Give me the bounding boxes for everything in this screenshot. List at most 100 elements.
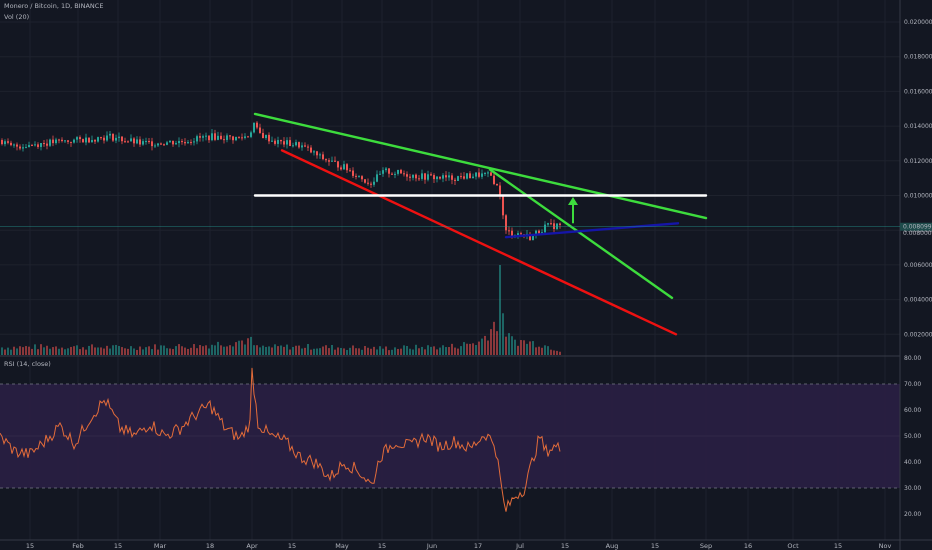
volume-bar: [22, 347, 24, 355]
candle-body: [13, 144, 15, 146]
volume-bar: [184, 347, 186, 355]
volume-bar: [148, 346, 150, 355]
candle-body: [85, 137, 87, 143]
date-tick-label: 18: [206, 542, 214, 550]
volume-bar: [418, 348, 420, 355]
volume-legend[interactable]: Vol (20): [4, 13, 30, 21]
volume-bar: [328, 348, 330, 355]
volume-bar: [535, 347, 537, 355]
candle-body: [421, 173, 423, 179]
candle-body: [175, 143, 177, 145]
volume-bar: [145, 347, 147, 355]
rsi-legend[interactable]: RSI (14, close): [4, 360, 51, 368]
candle-body: [52, 139, 54, 144]
volume-bar: [244, 344, 246, 355]
volume-bar: [427, 345, 429, 355]
price-candles: [1, 121, 561, 241]
volume-bar: [19, 346, 21, 355]
date-tick-label: 15: [378, 542, 386, 550]
candle-body: [160, 143, 162, 145]
date-tick-label: Apr: [246, 542, 258, 550]
volume-bar: [442, 345, 444, 355]
date-tick-label: 15: [651, 542, 659, 550]
date-tick-label: Mar: [154, 542, 167, 550]
volume-bar: [301, 348, 303, 355]
red-channel-line[interactable]: [280, 149, 678, 336]
candle-body: [4, 141, 6, 145]
volume-bar: [82, 347, 84, 355]
volume-bar: [406, 345, 408, 355]
candle-body: [136, 139, 138, 144]
candle-body: [40, 143, 42, 147]
volume-bar: [451, 343, 453, 355]
candle-body: [16, 144, 18, 147]
volume-bar: [364, 346, 366, 355]
volume-bar: [436, 349, 438, 355]
volume-bar: [400, 348, 402, 355]
volume-bar: [127, 348, 129, 355]
candle-body: [34, 144, 36, 146]
volume-bar: [475, 345, 477, 355]
volume-bar: [487, 340, 489, 355]
candle-body: [427, 174, 429, 180]
volume-bar: [265, 346, 267, 355]
candle-body: [313, 151, 315, 153]
candle-body: [148, 141, 150, 143]
candle-body: [151, 141, 153, 147]
volume-bar: [382, 348, 384, 355]
blue-support-line[interactable]: [504, 222, 680, 239]
volume-bar: [424, 349, 426, 355]
candle-body: [172, 140, 174, 145]
price-axis-panel: [900, 0, 932, 550]
candle-body: [73, 139, 75, 143]
volume-bar: [214, 345, 216, 355]
volume-bar: [163, 345, 165, 355]
candle-body: [346, 164, 348, 171]
candle-body: [130, 138, 132, 142]
candle-body: [337, 161, 339, 168]
volume-bar: [391, 349, 393, 355]
volume-bar: [523, 340, 525, 355]
green-lower-trendline[interactable]: [488, 168, 674, 300]
volume-bar: [463, 342, 465, 355]
volume-bar: [385, 346, 387, 355]
volume-bar: [187, 348, 189, 355]
candle-body: [139, 139, 141, 145]
candle-body: [400, 169, 402, 174]
candle-body: [238, 136, 240, 138]
candle-body: [121, 136, 123, 142]
symbol-legend[interactable]: Monero / Bitcoin, 1D, BINANCE: [4, 2, 104, 10]
volume-bar: [349, 347, 351, 355]
rsi-line: [0, 367, 561, 512]
volume-bar: [337, 347, 339, 355]
candle-body: [67, 140, 69, 142]
candle-body: [307, 146, 309, 148]
candle-body: [31, 145, 33, 147]
candle-body: [304, 145, 306, 147]
candle-body: [106, 135, 108, 141]
volume-bar: [370, 348, 372, 355]
volume-bar: [514, 339, 516, 355]
candle-body: [187, 142, 189, 144]
volume-bar: [454, 347, 456, 355]
volume-bar: [97, 347, 99, 355]
candle-body: [319, 154, 321, 156]
green-upper-trendline[interactable]: [253, 112, 708, 220]
candle-body: [253, 122, 255, 133]
candle-body: [169, 140, 171, 143]
volume-bar: [73, 346, 75, 355]
volume-bar: [340, 347, 342, 355]
candle-body: [88, 137, 90, 143]
trendlines[interactable]: [253, 112, 708, 336]
volume-bar: [472, 343, 474, 355]
volume-bar: [304, 347, 306, 355]
candle-body: [310, 147, 312, 153]
rsi-tick-label: 80.00: [904, 355, 921, 362]
price-tick-label: 0.018000: [904, 54, 932, 61]
current-price-badge: [900, 222, 932, 231]
price-tick-label: 0.004000: [904, 297, 932, 304]
volume-bar: [115, 344, 117, 355]
volume-bar: [448, 347, 450, 355]
volume-bar: [238, 340, 240, 355]
